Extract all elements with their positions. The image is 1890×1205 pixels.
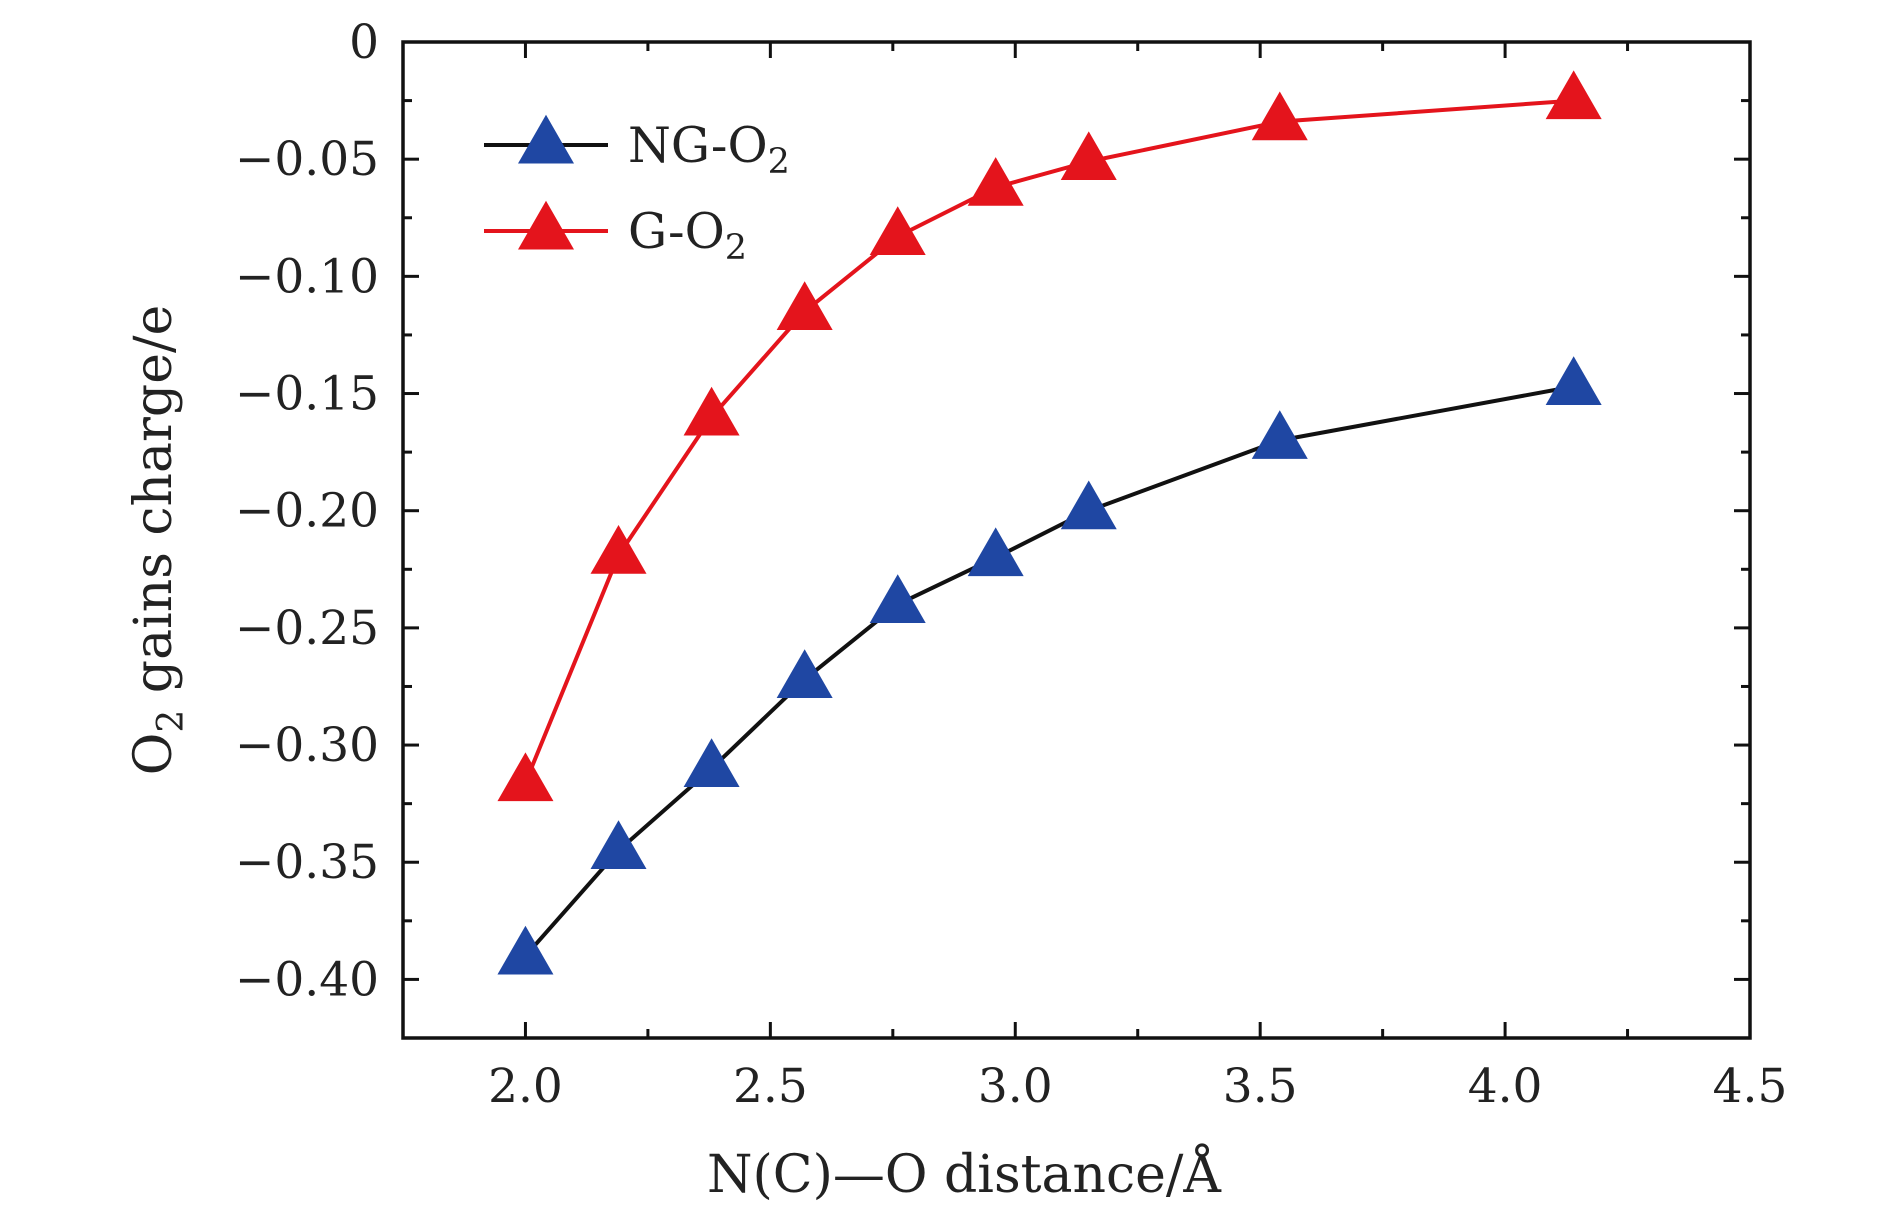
y-tick-label: −0.40: [235, 952, 379, 1007]
x-tick-label: 4.0: [1468, 1059, 1543, 1114]
x-tick-label: 3.0: [978, 1059, 1053, 1114]
x-tick-label: 3.5: [1223, 1059, 1298, 1114]
data-point-triangle: [1251, 410, 1308, 459]
data-point-triangle: [1060, 131, 1117, 181]
data-point-triangle: [776, 649, 833, 698]
y-tick-label: −0.25: [235, 601, 379, 656]
y-tick-label: 0: [349, 15, 379, 70]
series-g-o2: [497, 70, 1602, 802]
y-tick-label: −0.20: [235, 484, 379, 539]
data-point-triangle: [497, 925, 554, 975]
series-layer: [497, 70, 1602, 975]
y-axis-title-rest: gains charge/e: [124, 305, 184, 710]
tick-marks: [401, 40, 1752, 1040]
x-tick-label: 2.0: [488, 1059, 563, 1114]
data-point-triangle: [869, 206, 926, 256]
data-point-triangle: [1545, 70, 1602, 120]
y-axis-title-main: O: [124, 733, 184, 776]
y-tick-label: −0.15: [235, 367, 379, 422]
legend-label: G-O2: [628, 203, 747, 268]
x-axis-title: N(C)—O distance/Å: [707, 1143, 1222, 1205]
y-tick-label: −0.10: [235, 249, 379, 304]
y-axis-title: O2 gains charge/e: [124, 305, 192, 776]
data-point-triangle: [590, 525, 647, 574]
data-point-triangle: [1060, 480, 1117, 530]
data-point-triangle: [869, 574, 926, 623]
x-tick-labels: 2.0 2.5 3.0 3.5 4.0 4.5: [488, 1059, 1787, 1114]
series-ng-o2: [497, 356, 1602, 975]
data-point-triangle: [1251, 91, 1308, 141]
data-point-triangle: [497, 752, 554, 802]
data-point-triangle: [967, 157, 1024, 206]
legend-marker-triangle: [518, 200, 574, 250]
data-point-triangle: [683, 386, 740, 436]
data-point-triangle: [683, 738, 740, 788]
x-tick-label: 4.5: [1713, 1059, 1788, 1114]
series-line: [523, 384, 1575, 958]
data-point-triangle: [1545, 356, 1602, 406]
data-point-triangle: [590, 820, 647, 870]
legend-marker-triangle: [518, 114, 574, 164]
legend: NG-O2 G-O2: [484, 114, 790, 268]
plot-frame: [401, 40, 1752, 1040]
y-tick-label: −0.05: [235, 132, 379, 187]
data-point-triangle: [967, 527, 1024, 577]
x-tick-label: 2.5: [733, 1059, 808, 1114]
data-point-triangle: [776, 281, 833, 331]
y-tick-label: −0.30: [235, 718, 379, 773]
y-tick-labels: 0 −0.05 −0.10 −0.15 −0.20 −0.25 −0.30 −0.35 −0.4…: [235, 15, 379, 1007]
legend-item: NG-O2: [484, 114, 790, 182]
y-tick-label: −0.35: [235, 835, 379, 890]
legend-item: G-O2: [484, 200, 747, 268]
legend-label: NG-O2: [628, 117, 790, 182]
y-axis-title-subscript: 2: [151, 710, 192, 733]
